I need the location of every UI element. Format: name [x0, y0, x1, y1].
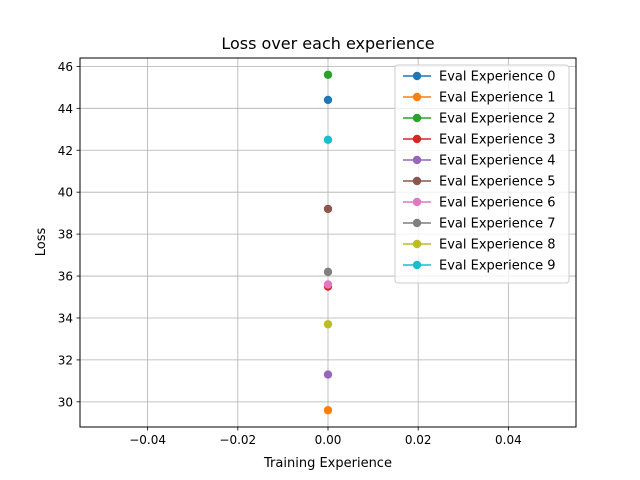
x-tick-label: −0.04: [129, 433, 166, 447]
legend-marker-6: [412, 197, 422, 207]
y-tick-label: 34: [58, 311, 73, 325]
data-point-eval-experience-1: [323, 406, 333, 415]
data-point-eval-experience-5: [323, 204, 333, 214]
axis-ticks: −0.04 −0.02 0.00 0.02 0.04 30 32 34 36 38 40 42 44 46: [58, 60, 522, 447]
plot-frame: [79, 57, 577, 428]
y-tick-label: 30: [58, 395, 73, 409]
legend-label-8: Eval Experience 8: [439, 238, 556, 253]
legend-label-4: Eval Experience 4: [439, 154, 556, 169]
data-points: [323, 70, 333, 415]
legend-marker-4: [412, 155, 422, 165]
y-axis-label: Loss: [34, 228, 49, 257]
data-point-eval-experience-9: [323, 135, 333, 144]
y-tick-label: 42: [58, 144, 73, 158]
y-tick-label: 44: [58, 102, 73, 116]
data-point-eval-experience-0: [323, 95, 333, 105]
data-point-eval-experience-7: [323, 267, 333, 277]
x-tick-label: 0.02: [405, 433, 432, 447]
legend-label-1: Eval Experience 1: [439, 91, 556, 106]
data-point-eval-experience-2: [323, 70, 333, 79]
legend-marker-3: [412, 134, 422, 144]
x-tick-label: 0.04: [495, 433, 522, 447]
y-tick-label: 40: [58, 186, 73, 200]
legend-marker-7: [412, 218, 422, 228]
legend-label-9: Eval Experience 9: [439, 259, 556, 274]
legend-marker-9: [412, 260, 422, 270]
y-tick-label: 46: [58, 60, 73, 74]
legend-marker-2: [412, 113, 422, 123]
legend-label-2: Eval Experience 2: [439, 112, 556, 127]
x-tick-label: 0.00: [315, 433, 342, 447]
legend-marker-5: [412, 176, 422, 186]
legend-label-0: Eval Experience 0: [439, 70, 556, 85]
legend-box: [394, 64, 570, 284]
legend-label-5: Eval Experience 5: [439, 175, 556, 190]
legend-label-7: Eval Experience 7: [439, 217, 556, 232]
y-tick-label: 38: [58, 228, 73, 242]
data-point-eval-experience-4: [323, 370, 333, 379]
x-axis-label: Training Experience: [263, 456, 392, 471]
y-tick-label: 36: [58, 270, 73, 284]
legend-label-6: Eval Experience 6: [439, 196, 556, 211]
legend-marker-0: [412, 71, 422, 81]
legend-marker-8: [412, 239, 422, 249]
legend-label-3: Eval Experience 3: [439, 133, 556, 148]
legend: Eval Experience 0 Eval Experience 1 Eval E…: [394, 64, 570, 284]
data-point-eval-experience-8: [323, 320, 333, 329]
y-tick-label: 32: [58, 353, 73, 367]
chart-title: Loss over each experience: [221, 34, 434, 53]
data-point-eval-experience-6: [323, 280, 333, 289]
legend-marker-1: [412, 92, 422, 102]
x-tick-label: −0.02: [219, 433, 256, 447]
